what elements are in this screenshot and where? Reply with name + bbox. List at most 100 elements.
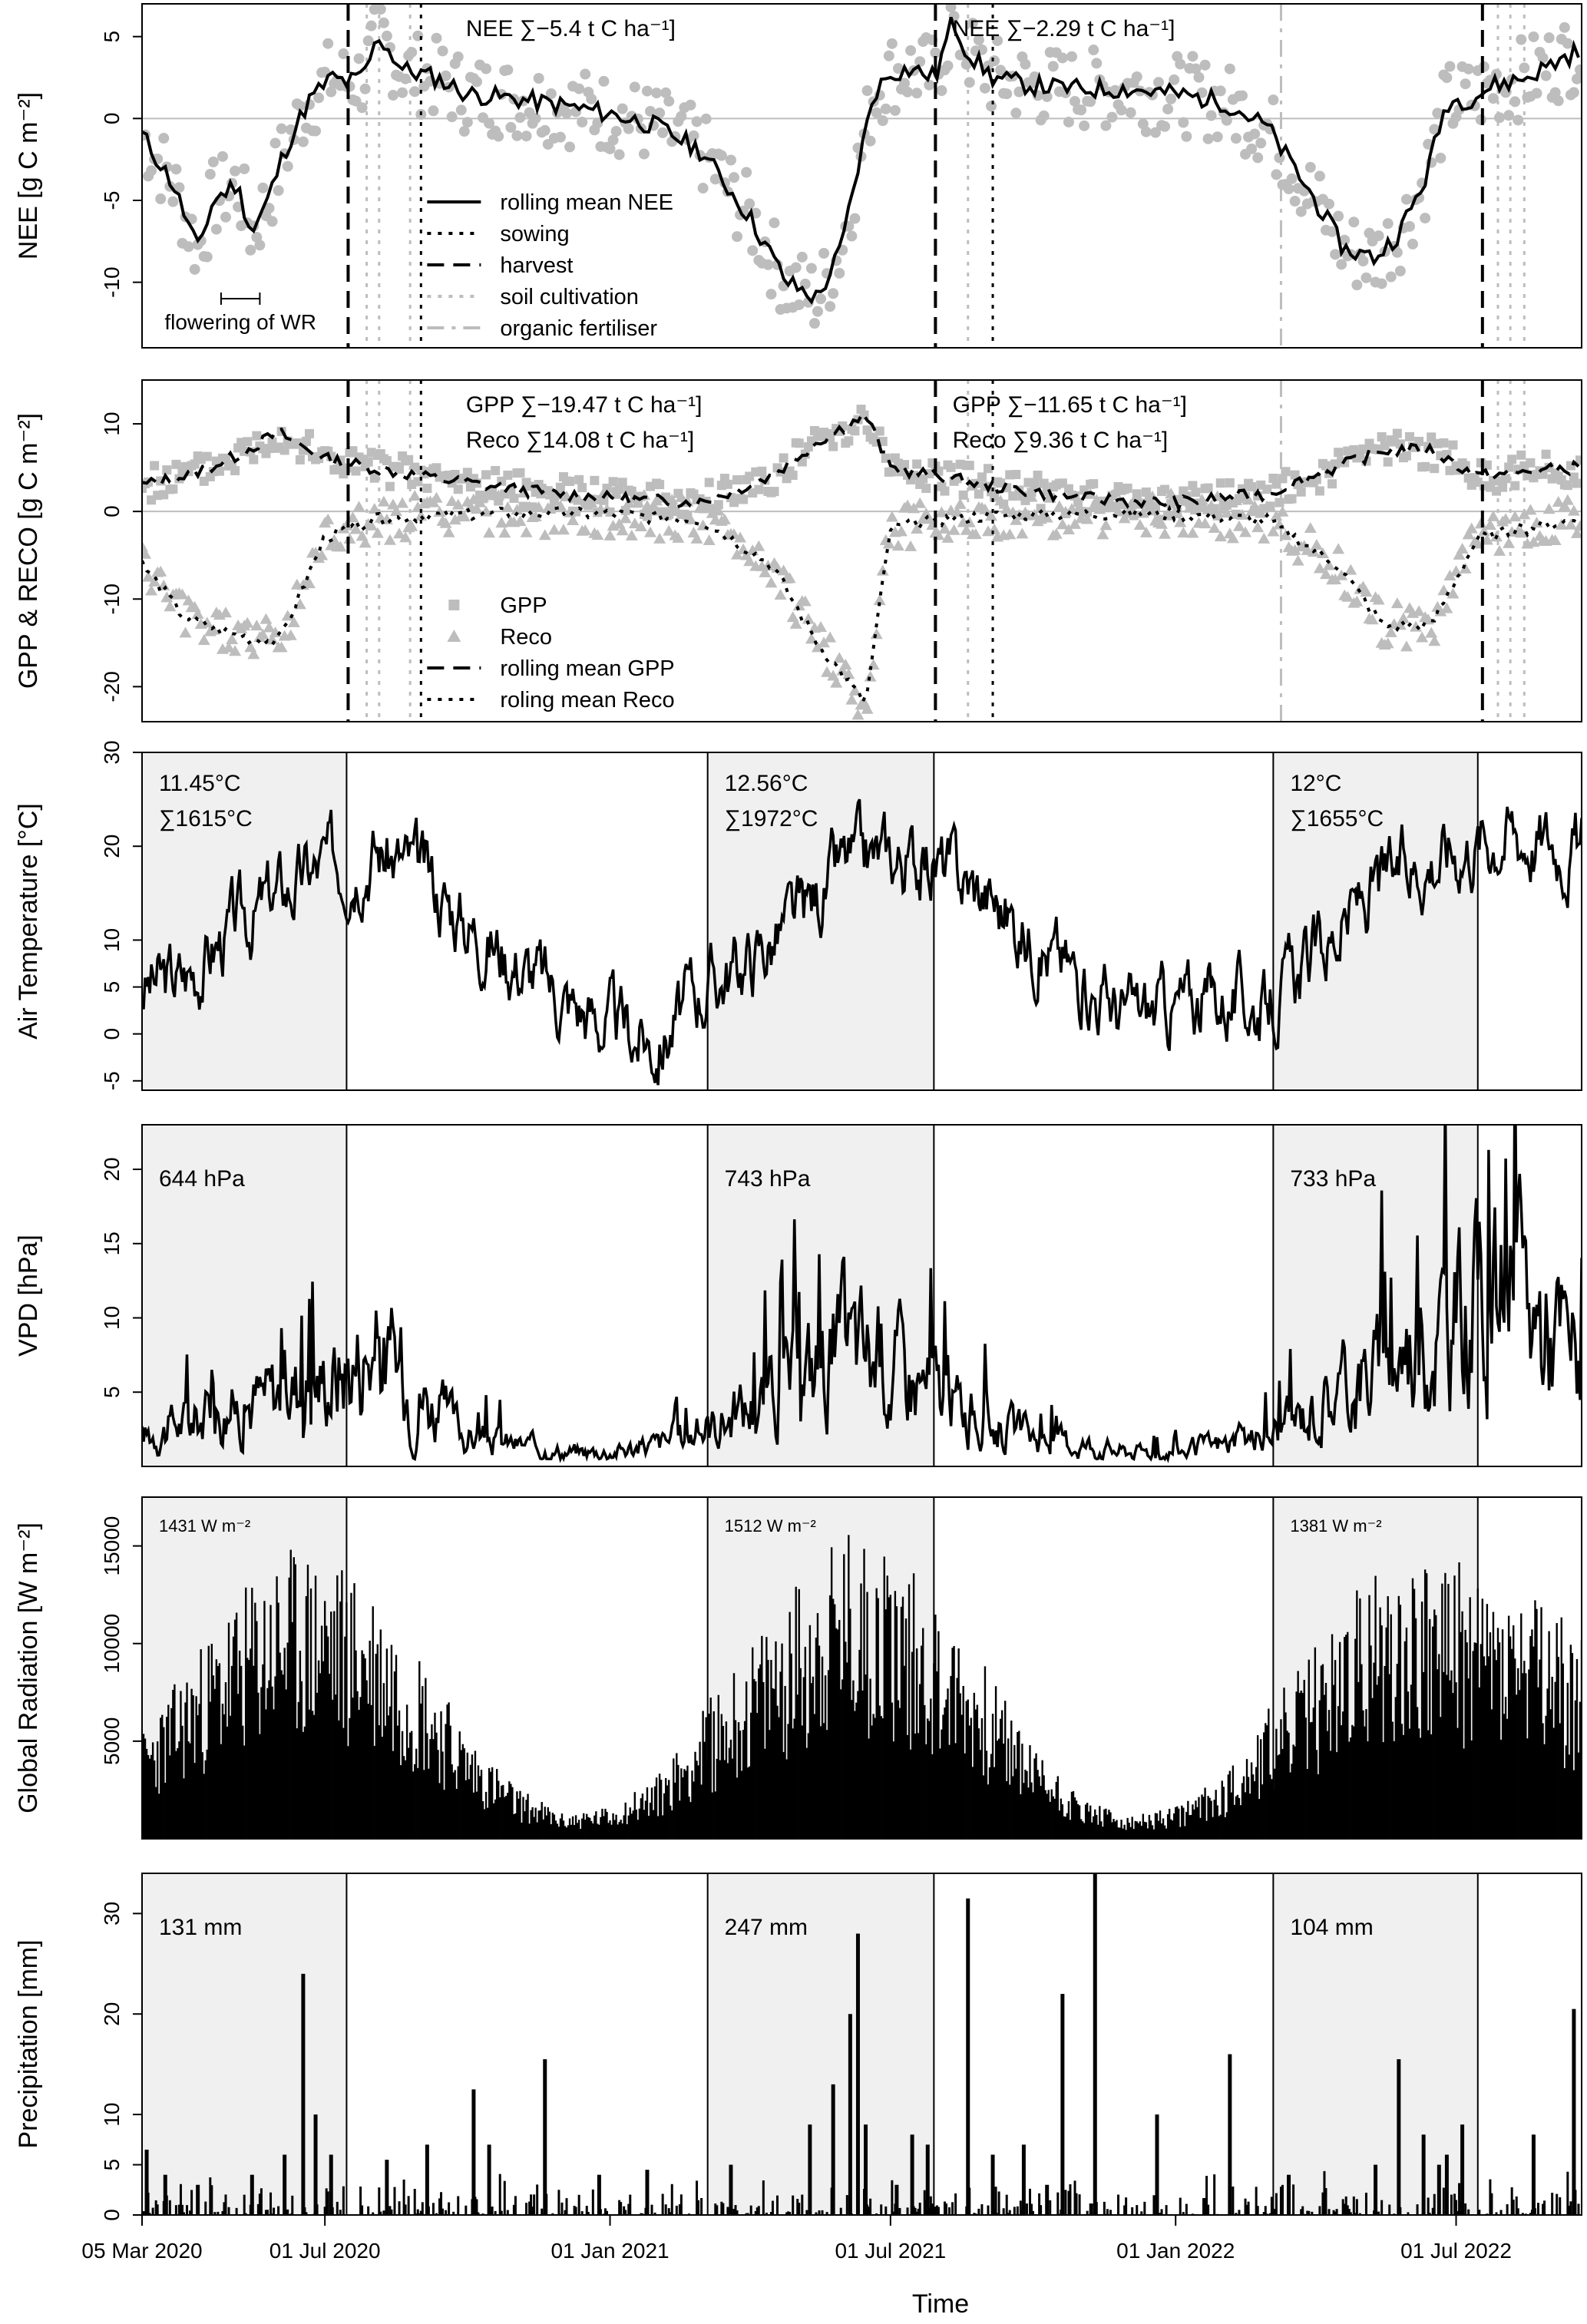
radiation-bar <box>245 1587 247 1839</box>
gpp-point <box>249 455 259 464</box>
radiation-bar <box>984 1666 987 1839</box>
precipitation-bar <box>1450 2194 1453 2215</box>
reco-point <box>743 555 756 567</box>
precipitation-bar <box>997 2191 1000 2215</box>
nee-point <box>1190 63 1202 74</box>
nee-point <box>1513 114 1524 126</box>
radiation-bar <box>821 1656 824 1839</box>
radiation-bar <box>505 1796 508 1839</box>
gpp-point <box>844 436 854 446</box>
radiation-bar <box>1207 1796 1209 1839</box>
radiation-bar <box>985 1750 988 1839</box>
gpp-point <box>722 479 732 489</box>
radiation-bar <box>959 1693 961 1839</box>
radiation-bar <box>1055 1781 1057 1839</box>
radiation-bar <box>385 1648 388 1839</box>
radiation-bar <box>886 1575 889 1839</box>
gpp-point <box>351 466 361 476</box>
radiation-bar <box>256 1621 258 1839</box>
radiation-bar <box>627 1815 630 1839</box>
nee-point <box>1407 238 1419 250</box>
prec-season-shade <box>142 1873 347 2215</box>
nee-point <box>793 299 805 310</box>
radiation-bar <box>894 1591 897 1839</box>
radiation-bar <box>1529 1636 1532 1839</box>
radiation-bar <box>1233 1804 1236 1839</box>
nee-point <box>310 125 322 137</box>
precipitation-bar <box>142 2211 145 2215</box>
precipitation-bar <box>266 2210 269 2215</box>
radiation-bar <box>1560 1617 1562 1839</box>
radiation-bar <box>372 1606 374 1839</box>
radiation-bar <box>1253 1781 1256 1839</box>
reco-point <box>176 588 189 600</box>
radiation-bar <box>142 1734 145 1839</box>
radiation-bar <box>319 1673 322 1839</box>
nee-point <box>146 165 157 177</box>
radiation-bar <box>1256 1735 1259 1839</box>
radiation-bar <box>405 1704 408 1839</box>
nee-point <box>201 251 213 263</box>
reco-point <box>625 529 638 541</box>
reco-point <box>821 666 834 677</box>
radiation-bar <box>1166 1813 1169 1839</box>
reco-point <box>191 607 204 619</box>
reco-point <box>1270 510 1283 521</box>
precipitation-bar <box>1281 2184 1284 2215</box>
precipitation-bar <box>1559 2197 1562 2215</box>
reco-point <box>1450 565 1463 577</box>
radiation-bar <box>792 1728 794 1839</box>
gpp-point <box>605 507 615 517</box>
precipitation-bar <box>1568 2205 1571 2215</box>
reco-point <box>591 529 604 541</box>
precipitation-bar <box>714 2203 717 2215</box>
radiation-bar <box>660 1780 663 1839</box>
reco-point <box>467 493 480 504</box>
nee-point <box>1327 226 1338 237</box>
radiation-bar <box>463 1748 466 1839</box>
precipitation-bar <box>1109 2210 1112 2215</box>
precipitation-bar <box>757 2206 760 2215</box>
radiation-bar <box>1140 1826 1143 1839</box>
nee-point <box>992 35 1003 46</box>
reco-point <box>346 511 359 523</box>
nee-point <box>1088 45 1099 56</box>
reco-point <box>1549 534 1562 546</box>
gpp-point <box>940 486 950 496</box>
precipitation-bar <box>477 2212 480 2215</box>
radiation-bar <box>468 1779 471 1839</box>
reco-point <box>1251 521 1265 533</box>
nee-legend-label: organic fertiliser <box>500 316 657 341</box>
precipitation-bar <box>1143 2201 1146 2215</box>
precipitation-bar <box>848 2014 852 2215</box>
nee-point <box>685 99 696 111</box>
radiation-bar <box>197 1715 199 1839</box>
radiation-bar <box>703 1741 706 1839</box>
radiation-bar <box>336 1575 339 1839</box>
nee-point <box>1494 112 1506 124</box>
radiation-bar <box>273 1709 275 1839</box>
reco-point <box>914 497 927 508</box>
precipitation-bar <box>808 2124 812 2215</box>
radiation-bar <box>396 1725 399 1839</box>
prec-plot-area <box>142 1873 1580 2215</box>
temp-plot-area <box>142 752 1582 1090</box>
temp-season-shade <box>1273 752 1478 1090</box>
precipitation-bar <box>894 2184 899 2215</box>
radiation-bar <box>1297 1671 1299 1839</box>
gpp-point <box>491 465 501 475</box>
radiation-bar <box>636 1820 640 1839</box>
radiation-bar <box>550 1823 553 1839</box>
precipitation-bar <box>543 2059 547 2215</box>
gpp-point <box>964 461 974 471</box>
reco-point <box>1003 528 1017 540</box>
x-tick-label: 01 Jul 2022 <box>1400 2239 1512 2263</box>
nee-point <box>1056 52 1068 64</box>
radiation-bar <box>1507 1615 1510 1839</box>
nee-point <box>1175 58 1186 70</box>
radiation-bar <box>742 1730 745 1839</box>
reco-point <box>483 527 496 538</box>
nee-point <box>1249 128 1261 140</box>
reco-point <box>1000 503 1013 514</box>
radiation-bar <box>895 1606 898 1839</box>
